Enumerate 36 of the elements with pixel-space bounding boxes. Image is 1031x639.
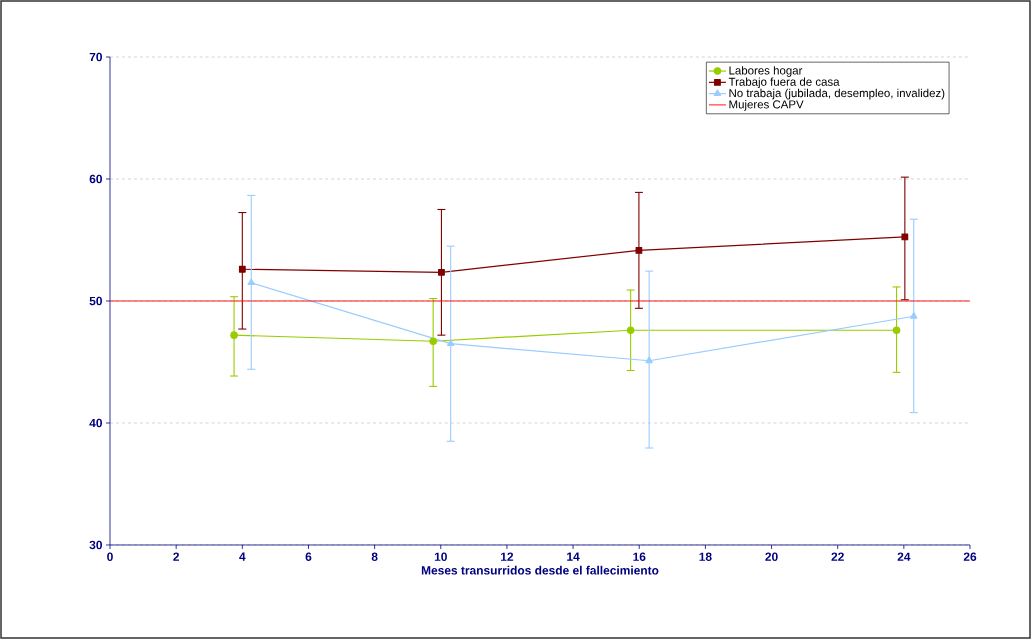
y-tick-label: 40 [89,418,102,428]
y-tick-label: 60 [89,174,102,184]
x-tick-label: 6 [305,552,312,561]
y-tick-label: 70 [89,52,102,62]
point [910,312,918,319]
point [892,326,901,335]
y-tick-label: 30 [89,540,102,550]
x-tick-label: 20 [765,552,778,561]
x-tick-label: 22 [831,552,844,561]
x-tick-label: 26 [963,552,977,561]
point [429,337,437,346]
x-tick-label: 4 [239,552,246,561]
point [230,331,238,339]
point [635,246,643,254]
legend-label: Trabajo fuera de casa [728,77,840,89]
legend-label: Labores hogar [729,66,803,77]
legend-label: No trabaja (jubilada, desempleo, invalidez) [729,88,945,100]
x-tick-label: 2 [173,552,180,561]
point [438,268,445,276]
x-axis-title: Meses transurridos desde el fallecimiento [421,565,659,575]
point [238,265,246,273]
point [645,356,653,364]
x-tick-label: 10 [434,552,447,561]
legend-label: Mujeres CAPV [729,100,804,111]
x-tick-label: 0 [107,552,113,561]
x-tick-label: 16 [633,552,646,561]
x-tick-label: 14 [567,552,580,561]
x-tick-label: 8 [371,552,378,561]
y-tick-label: 50 [89,296,102,306]
point [247,278,255,286]
point [626,326,635,335]
x-tick-label: 24 [897,552,911,561]
x-tick-label: 18 [699,552,712,561]
x-tick-label: 12 [501,552,514,561]
point [446,339,455,347]
point [901,233,909,241]
